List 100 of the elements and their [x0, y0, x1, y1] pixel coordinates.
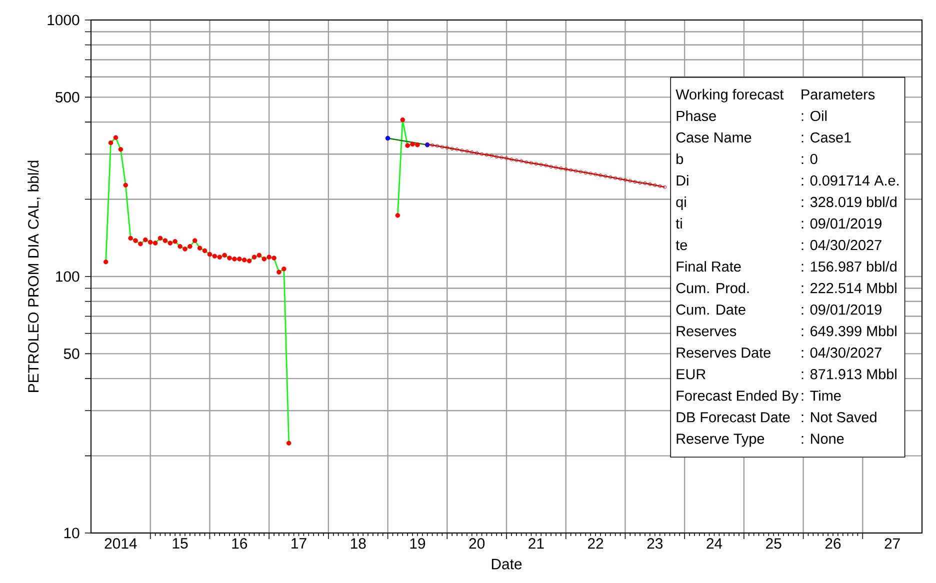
point — [594, 172, 598, 176]
point — [113, 135, 118, 140]
point — [152, 240, 158, 246]
point — [643, 181, 647, 186]
point — [638, 180, 642, 185]
annotation: Working forecast — [676, 88, 784, 102]
point — [623, 178, 628, 182]
point — [519, 159, 524, 163]
point — [188, 244, 192, 249]
point — [470, 150, 474, 154]
annotation: Reserve Type — [676, 434, 764, 447]
y-tick-label: 100 — [56, 271, 80, 282]
annotation: : 156.987 bbl/d — [802, 261, 896, 272]
point — [400, 117, 406, 122]
annotation: Cum. Date — [676, 304, 746, 315]
point — [554, 166, 558, 170]
point — [534, 162, 538, 166]
point — [202, 248, 208, 254]
point — [455, 148, 459, 152]
y-tick-label: 50 — [64, 348, 80, 359]
annotation: : 09/01/2019 — [802, 304, 882, 315]
point — [276, 270, 282, 275]
annotation: Final Rate — [676, 261, 741, 272]
point — [524, 160, 528, 164]
annotation: : Not Saved — [802, 412, 876, 422]
x-tick-label: 20 — [469, 538, 485, 549]
x-axis-title: Date — [492, 558, 522, 570]
point — [178, 244, 182, 249]
point — [584, 170, 588, 175]
point — [490, 154, 494, 158]
annotation: : Oil — [802, 110, 827, 122]
point — [494, 154, 498, 159]
annotation: Reserves — [676, 326, 736, 336]
annotation: : 328.019 bbl/d — [802, 196, 896, 208]
x-tick-label: 23 — [647, 538, 663, 549]
point — [182, 246, 188, 252]
y-tick-label: 500 — [56, 92, 80, 102]
point — [395, 213, 400, 218]
annotation: Phase — [676, 110, 716, 122]
point — [460, 148, 464, 152]
point — [256, 252, 262, 258]
annotation: : Case1 — [802, 132, 851, 143]
point — [123, 182, 128, 188]
annotation: : 649.399 Mbbl — [802, 326, 896, 336]
annotation: : 04/30/2027 — [802, 347, 882, 358]
point — [628, 178, 632, 183]
point — [158, 236, 163, 241]
annotation: te — [676, 240, 688, 250]
annotation: Forecast Ended By — [676, 390, 798, 404]
x-tick-label: 19 — [410, 538, 426, 549]
point — [648, 182, 652, 186]
point — [618, 177, 622, 181]
point — [252, 254, 257, 260]
point — [564, 167, 568, 172]
point — [138, 241, 143, 246]
point — [207, 252, 212, 257]
point — [604, 174, 608, 178]
point — [282, 266, 286, 272]
x-tick-label: 22 — [588, 538, 604, 549]
point — [168, 240, 173, 246]
point — [128, 236, 133, 241]
annotation: Case Name — [676, 132, 752, 143]
point — [465, 149, 469, 154]
point — [613, 176, 618, 180]
point — [222, 252, 227, 258]
point — [500, 156, 504, 160]
point — [232, 256, 237, 262]
point — [385, 136, 390, 141]
x-tick-label: 27 — [884, 538, 900, 549]
point — [633, 180, 637, 184]
y-tick-label: 10 — [64, 528, 80, 538]
point — [415, 142, 420, 148]
point — [574, 169, 578, 173]
annotation: : None — [802, 434, 844, 444]
annotation: qi — [676, 196, 686, 210]
point — [529, 161, 534, 165]
point — [405, 143, 410, 148]
point — [568, 168, 573, 172]
point — [143, 237, 148, 242]
point — [118, 146, 124, 152]
annotation: Cum. Prod. — [676, 282, 749, 294]
point — [450, 146, 454, 151]
x-tick-label: 17 — [292, 538, 306, 548]
point — [658, 184, 662, 188]
x-tick-label: 16 — [232, 538, 248, 549]
annotation: EUR — [676, 369, 706, 380]
x-tick-label: 18 — [350, 538, 366, 549]
point — [410, 142, 415, 147]
point — [430, 143, 434, 148]
point — [514, 158, 518, 162]
annotation: b — [676, 153, 684, 164]
y-tick-label: 1000 — [48, 14, 80, 26]
point — [653, 183, 657, 188]
point — [608, 175, 612, 179]
point — [262, 256, 267, 262]
point — [559, 166, 563, 170]
annotation: Reserves Date — [676, 348, 770, 358]
point — [266, 254, 272, 260]
annotation: : 04/30/2027 — [802, 240, 882, 250]
x-tick-label: 2014 — [104, 538, 137, 549]
